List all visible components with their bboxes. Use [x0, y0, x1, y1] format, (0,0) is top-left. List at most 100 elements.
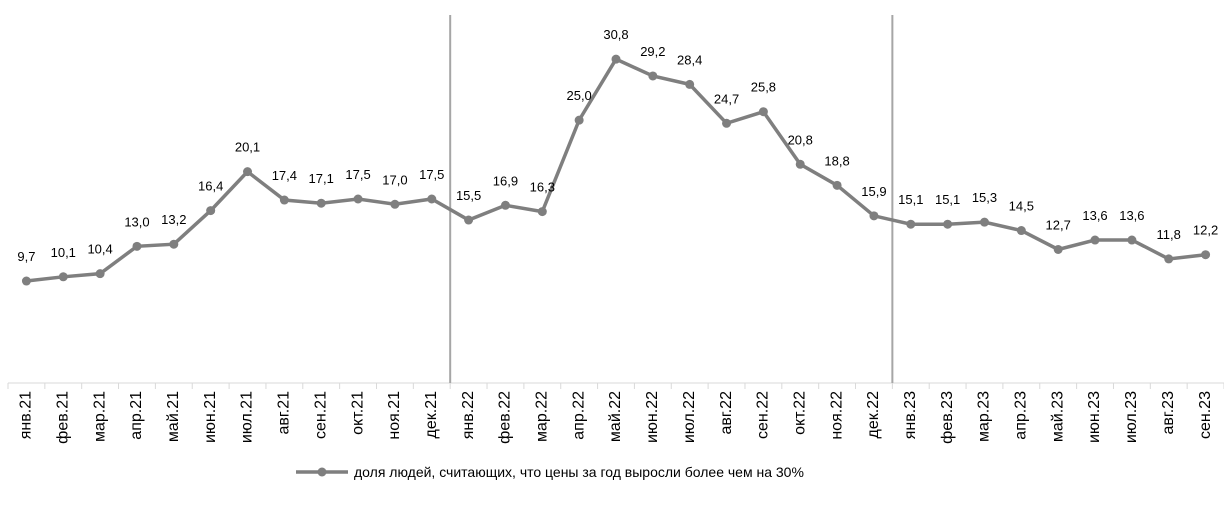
point	[795, 159, 805, 169]
data-label: 20,1	[235, 140, 260, 155]
data-label: 18,8	[824, 153, 849, 168]
data-label: 15,3	[972, 190, 997, 205]
point	[537, 207, 547, 217]
data-label: 13,6	[1119, 208, 1144, 223]
point	[132, 241, 142, 251]
data-label: 10,1	[51, 245, 76, 260]
point	[758, 107, 768, 117]
data-label: 24,7	[714, 91, 739, 106]
point	[648, 71, 658, 81]
point	[500, 200, 510, 210]
data-label: 20,8	[788, 132, 813, 147]
point	[1127, 235, 1137, 245]
x-tick-label: мар.22	[534, 391, 551, 442]
point	[979, 217, 989, 227]
x-tick-label: мар.21	[91, 391, 108, 442]
point	[906, 219, 916, 229]
data-label: 15,1	[935, 192, 960, 207]
data-label: 17,0	[382, 172, 407, 187]
data-label: 17,1	[309, 171, 334, 186]
x-tick-label: окт.21	[349, 391, 366, 435]
x-tick-label: янв.21	[18, 391, 35, 439]
point	[1016, 226, 1026, 236]
data-label: 17,5	[345, 167, 370, 182]
x-tick-label: апр.23	[1013, 391, 1030, 440]
point	[427, 194, 437, 204]
data-label: 13,0	[124, 214, 149, 229]
data-label: 16,9	[493, 173, 518, 188]
point	[390, 199, 400, 209]
legend-label: доля людей, считающих, что цены за год в…	[354, 464, 804, 480]
x-tick-label: июл.23	[1123, 391, 1140, 443]
x-tick-label: май.21	[165, 391, 182, 442]
data-label: 10,4	[87, 242, 112, 257]
point	[353, 194, 363, 204]
data-label: 11,8	[1157, 227, 1181, 242]
x-tick-label: май.23	[1049, 391, 1066, 442]
x-tick-label: июл.22	[681, 391, 698, 443]
point	[169, 239, 179, 249]
data-label: 14,5	[1009, 199, 1034, 214]
point	[1053, 244, 1063, 254]
data-label: 15,1	[898, 192, 923, 207]
data-label: 13,2	[161, 212, 186, 227]
point	[869, 211, 879, 221]
x-tick-label: ноя.22	[828, 391, 845, 440]
x-tick-label: янв.22	[460, 391, 477, 439]
x-tick-label: дек.22	[865, 391, 882, 439]
data-label: 17,4	[272, 168, 297, 183]
data-label: 25,8	[751, 80, 776, 95]
x-tick-label: авг.21	[276, 391, 293, 435]
point	[574, 115, 584, 125]
x-tick-label: авг.23	[1160, 391, 1177, 435]
legend-marker	[317, 467, 327, 477]
data-label: 15,9	[861, 184, 886, 199]
data-label: 12,2	[1193, 223, 1218, 238]
data-label: 12,7	[1046, 217, 1071, 232]
x-tick-label: фев.22	[497, 391, 514, 444]
point	[95, 269, 105, 279]
x-tick-label: сен.21	[312, 391, 329, 439]
x-tick-label: мар.23	[976, 391, 993, 442]
point	[206, 206, 216, 216]
point	[1090, 235, 1100, 245]
x-tick-label: июн.23	[1086, 391, 1103, 443]
x-tick-label: авг.22	[718, 391, 735, 435]
x-tick-label: фев.21	[54, 391, 71, 444]
data-label: 16,3	[530, 180, 555, 195]
data-label: 9,7	[17, 249, 35, 264]
data-label: 25,0	[566, 88, 591, 103]
x-tick-label: фев.23	[939, 391, 956, 444]
x-tick-label: май.22	[607, 391, 624, 442]
x-tick-label: июн.21	[202, 391, 219, 443]
point	[611, 54, 621, 64]
x-tick-label: сен.22	[755, 391, 772, 439]
x-tick-label: ноя.21	[386, 391, 403, 440]
x-tick-label: июл.21	[239, 391, 256, 443]
point	[464, 215, 474, 225]
point	[1201, 250, 1211, 260]
point	[1164, 254, 1174, 264]
x-tick-label: окт.22	[791, 391, 808, 435]
x-tick-label: апр.22	[570, 391, 587, 440]
point	[279, 195, 289, 205]
x-tick-label: июн.22	[644, 391, 661, 443]
x-tick-label: дек.21	[423, 391, 440, 439]
data-label: 13,6	[1082, 208, 1107, 223]
x-tick-label: янв.23	[902, 391, 919, 439]
x-tick-label: апр.21	[128, 391, 145, 440]
data-label: 16,4	[198, 179, 223, 194]
point	[943, 219, 953, 229]
point	[243, 167, 253, 177]
point	[58, 272, 68, 282]
point	[316, 198, 326, 208]
data-label: 30,8	[603, 27, 628, 42]
data-label: 29,2	[640, 44, 665, 59]
data-label: 17,5	[419, 167, 444, 182]
point	[21, 276, 31, 286]
data-label: 15,5	[456, 188, 481, 203]
point	[832, 180, 842, 190]
data-label: 28,4	[677, 52, 702, 67]
line	[26, 56, 1206, 283]
